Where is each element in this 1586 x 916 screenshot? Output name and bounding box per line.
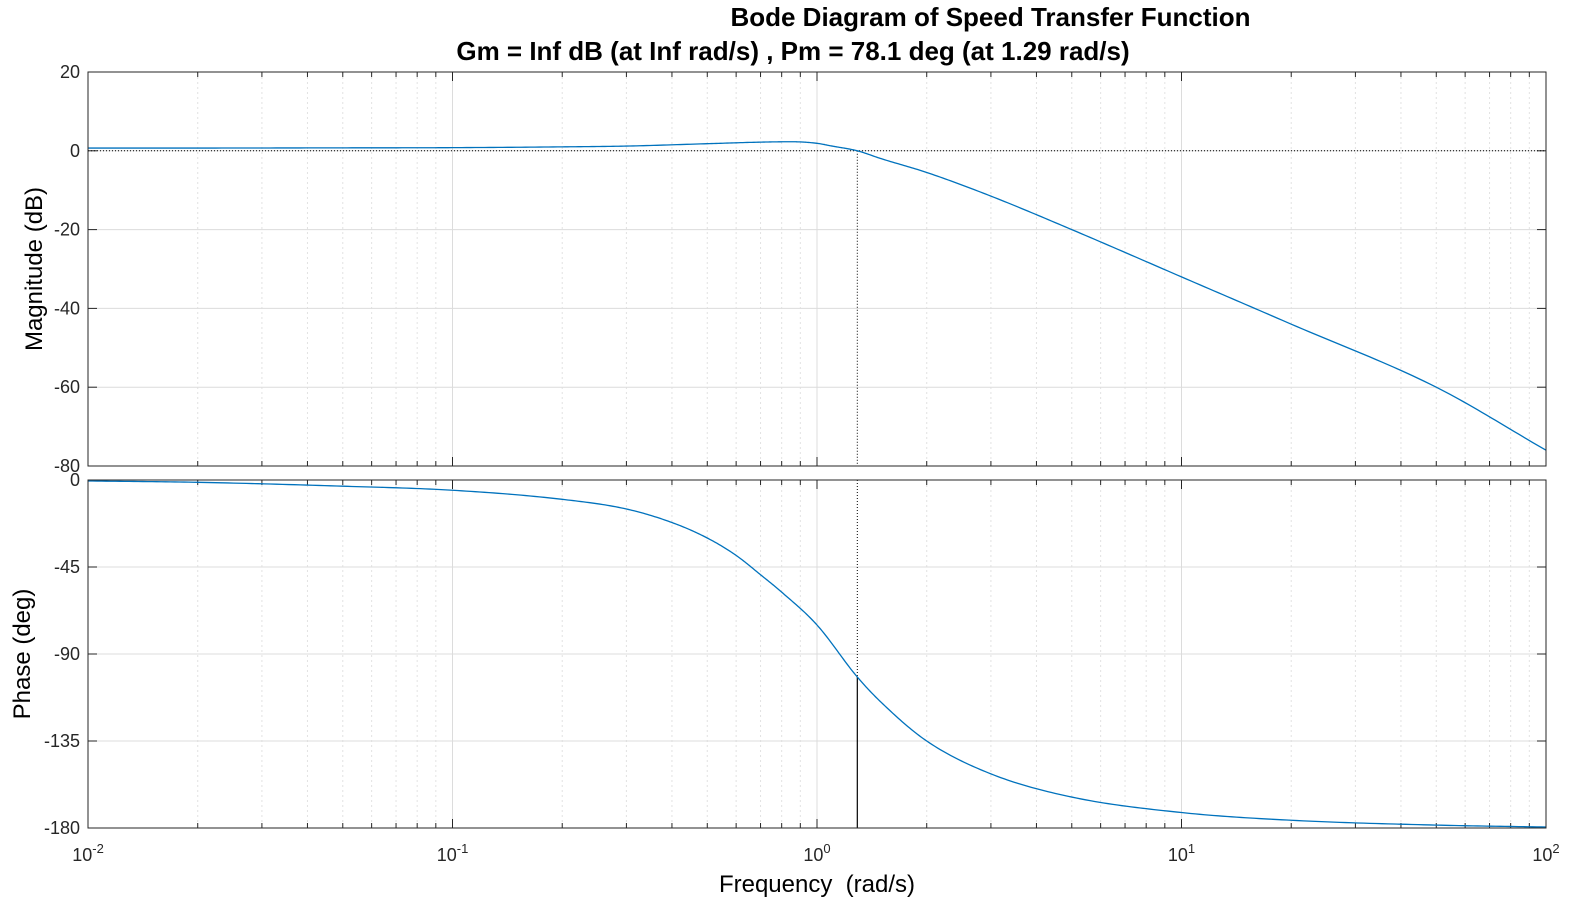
magnitude-y-tick-label: -60 xyxy=(54,377,80,397)
x-tick-label: 100 xyxy=(803,841,830,865)
phase-y-axis-label: Phase (deg) xyxy=(9,589,36,720)
phase-y-tick-label: -180 xyxy=(44,818,80,838)
phase-y-tick-label: 0 xyxy=(70,470,80,490)
magnitude-y-tick-label: 0 xyxy=(70,141,80,161)
figure-title: Bode Diagram of Speed Transfer Function xyxy=(730,2,1251,32)
phase-y-tick-label: -135 xyxy=(44,731,80,751)
phase-response-line xyxy=(87,480,1547,828)
magnitude-y-axis-label: Magnitude (dB) xyxy=(21,187,48,351)
magnitude-y-tick-label: 20 xyxy=(60,62,80,82)
x-tick-label: 101 xyxy=(1168,841,1195,865)
x-tick-label: 10-1 xyxy=(437,841,469,865)
magnitude-response-line xyxy=(88,141,1547,451)
magnitude-y-tick-label: -80 xyxy=(54,456,80,476)
magnitude-y-tick-label: -20 xyxy=(54,220,80,240)
phase-y-tick-label: -90 xyxy=(54,644,80,664)
x-axis-label: Frequency (rad/s) xyxy=(719,871,915,898)
phase-axes-box xyxy=(87,479,1547,829)
x-tick-label: 10-2 xyxy=(72,841,104,865)
phase-axes: 0 -45 -90 -135 -180 Phase (deg) 10-2 10-1 100 101… xyxy=(9,470,1560,898)
magnitude-axes: 20 0 -20 -40 -60 -80 Magnitude (dB) xyxy=(21,62,1547,476)
x-tick-label: 102 xyxy=(1532,841,1559,865)
phase-y-tick-label: -45 xyxy=(54,557,80,577)
magnitude-y-tick-label: -40 xyxy=(54,298,80,318)
magnitude-axes-box xyxy=(87,71,1547,467)
stability-margins-title: Gm = Inf dB (at Inf rad/s) , Pm = 78.1 d… xyxy=(456,36,1130,66)
